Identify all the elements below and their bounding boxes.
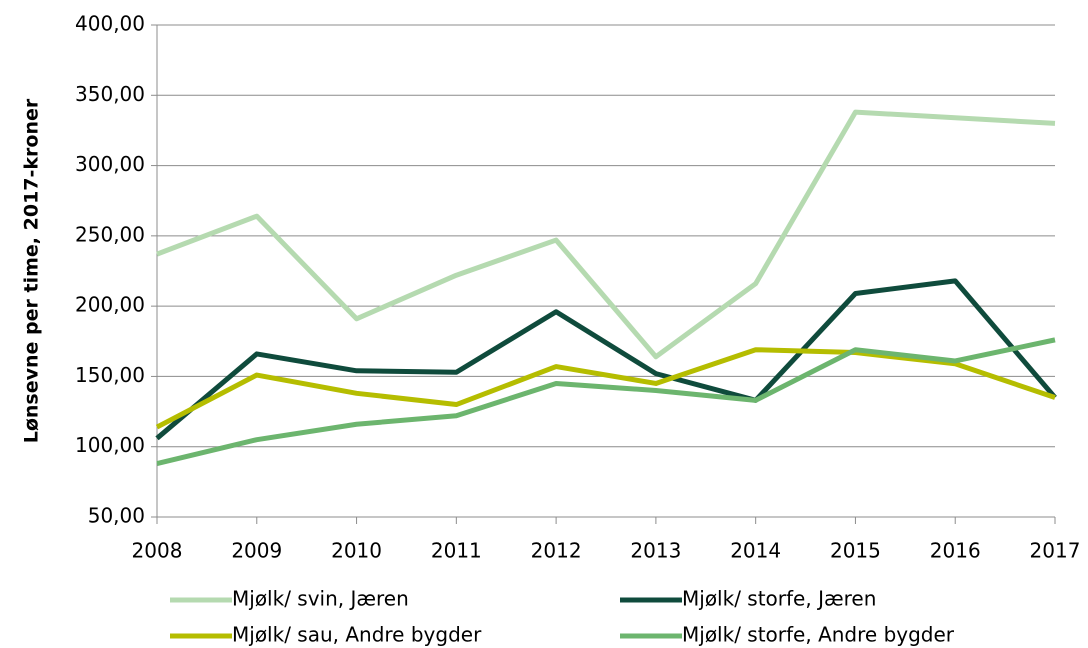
x-tick-label: 2010 — [331, 539, 382, 563]
x-tick-label: 2016 — [930, 539, 981, 563]
x-tick-label: 2015 — [830, 539, 881, 563]
series-line — [155, 347, 1056, 430]
y-tick-label: 400,00 — [75, 12, 145, 36]
series-line — [155, 278, 1057, 441]
series-line — [156, 109, 1056, 360]
y-tick-label: 350,00 — [75, 82, 145, 106]
x-tick-label: 2008 — [132, 539, 183, 563]
legend-label: Mjølk/ storfe, Andre bygder — [682, 623, 955, 647]
x-tick-label: 2009 — [231, 539, 282, 563]
legend-label: Mjølk/ sau, Andre bygder — [232, 623, 482, 647]
x-tick-label: 2014 — [730, 539, 781, 563]
y-axis-label: Lønsevne per time, 2017-kroner — [21, 98, 43, 443]
x-tick-label: 2013 — [630, 539, 681, 563]
y-tick-label: 100,00 — [75, 433, 145, 457]
series-line — [156, 337, 1056, 467]
y-tick-label: 150,00 — [75, 363, 145, 387]
y-tick-label: 300,00 — [75, 152, 145, 176]
x-tick-label: 2011 — [431, 539, 482, 563]
y-tick-label: 50,00 — [88, 504, 145, 528]
x-tick-label: 2017 — [1030, 539, 1081, 563]
y-tick-label: 250,00 — [75, 222, 145, 246]
y-tick-label: 200,00 — [75, 293, 145, 317]
legend-label: Mjølk/ storfe, Jæren — [682, 587, 876, 611]
x-tick-label: 2012 — [531, 539, 582, 563]
legend-label: Mjølk/ svin, Jæren — [232, 587, 409, 611]
